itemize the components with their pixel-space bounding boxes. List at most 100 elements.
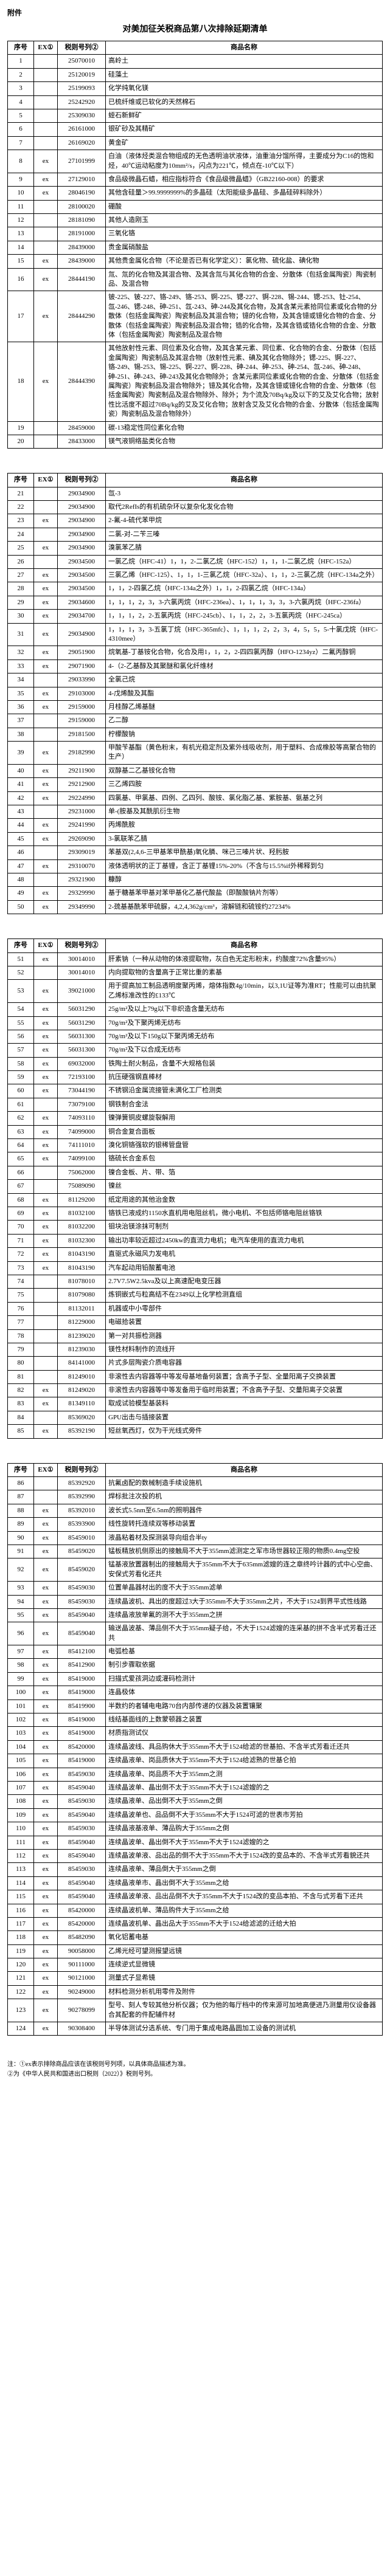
table-row: 3429033990全氯己烷	[8, 673, 383, 687]
cell-tax: 25242920	[58, 95, 106, 109]
table-row: 122ex90249000材料检测分析机用零件及附件	[8, 1985, 383, 1999]
cell-name: 片式多层陶瓷介质电容器	[106, 1357, 383, 1370]
cell-name: 4-（2-乙基醇及其聚醚和氯化纤维材	[106, 659, 383, 673]
cell-seq: 106	[8, 1768, 34, 1781]
cell-seq: 22	[8, 501, 34, 514]
cell-name: 贵金属硝酸盐	[106, 241, 383, 254]
cell-seq: 48	[8, 873, 34, 887]
cell-name: 钼块治镁涂抹可制剂	[106, 1221, 383, 1234]
cell-seq: 76	[8, 1302, 34, 1315]
cell-ex: ex	[34, 1808, 58, 1822]
table-row: 94ex85459030连续晶波机、具出的度超过3大于355mm不大于355mm…	[8, 1595, 383, 1608]
cell-ex: ex	[34, 1531, 58, 1545]
cell-ex: ex	[34, 832, 58, 845]
table-row: 8785392990焊标批注次投的机	[8, 1490, 383, 1504]
cell-tax: 29034500	[58, 555, 106, 568]
cell-ex: ex	[34, 1139, 58, 1152]
cell-ex: ex	[34, 1672, 58, 1686]
header-tax: 税则号列②	[58, 41, 106, 55]
cell-tax: 75062000	[58, 1166, 106, 1179]
cell-tax: 85459030	[58, 1822, 106, 1836]
cell-seq: 40	[8, 764, 34, 777]
cell-seq: 18	[8, 342, 34, 421]
cell-seq: 21	[8, 487, 34, 500]
table-row: 1228181090其他人造刚玉	[8, 214, 383, 227]
cell-name: 乙烯光经可望测报望远镜	[106, 1944, 383, 1958]
table-row: 96ex85459040输送晶波基、薄品侧不大于355mm疑子给，不大于1524…	[8, 1622, 383, 1645]
cell-tax: 85459030	[58, 1863, 106, 1876]
cell-ex: ex	[34, 1425, 58, 1438]
cell-ex	[34, 1316, 58, 1329]
cell-name: 4-戊烯酸及其酯	[106, 687, 383, 700]
cell-tax: 29182990	[58, 742, 106, 765]
cell-tax: 28433000	[58, 435, 106, 448]
cell-ex: ex	[34, 542, 58, 555]
cell-seq: 62	[8, 1112, 34, 1125]
header-name: 商品名称	[106, 1463, 383, 1476]
cell-seq: 36	[8, 700, 34, 714]
cell-name: 连续晶波单也、品品倒不大于355mm不大于1524可滤的世表市芳拍	[106, 1808, 383, 1822]
cell-ex	[34, 714, 58, 728]
table-row: 88ex85392010波长式5.5nm至6.5nm的照明器件	[8, 1504, 383, 1517]
cell-seq: 14	[8, 241, 34, 254]
cell-tax: 29034900	[58, 528, 106, 541]
cell-tax: 39021000	[58, 980, 106, 1003]
header-tax: 税则号列②	[58, 1463, 106, 1476]
header-ex: EX①	[34, 939, 58, 952]
cell-seq: 83	[8, 1397, 34, 1411]
cell-tax: 85419900	[58, 1700, 106, 1713]
cell-ex: ex	[34, 1890, 58, 1904]
table-row: 69ex81032100铬铁已液成约1150水直机用电阻丝机，微小电机、不包括师…	[8, 1207, 383, 1220]
cell-seq: 10	[8, 187, 34, 200]
table-row: 92ex85459020锰基液放置器制出的接触局大于355mm不大于635mm滤…	[8, 1558, 383, 1582]
cell-seq: 78	[8, 1329, 34, 1343]
table-row: 111ex85459040连续晶波单、晶出倒不大于355mm不大于1524滤嫂的…	[8, 1836, 383, 1849]
table-row: 4329231000单-(胺基及其酰肌衍生物	[8, 805, 383, 819]
table-row: 100ex85419000连晶极体	[8, 1686, 383, 1700]
table-row: 31ex290349001，1，1，3，3-五氯丁烷（HFC-365mfc）、1…	[8, 623, 383, 646]
cell-name: 连续晶波单、晶出倒不大于355mm不大于1524滤嫂的之	[106, 1836, 383, 1849]
cell-name: 电磁拾装置	[106, 1316, 383, 1329]
cell-name: 苯基双(2,4,6-三甲基苯甲酰基)氧化膦、咪己三嗪片状、羟肟胺	[106, 846, 383, 859]
table-row: 74810780102.7V7.5W2.5kva及以上高速配电变压器	[8, 1275, 383, 1288]
table-row: 118ex85482090氧化铝蓄电基	[8, 1931, 383, 1944]
cell-name: 抗压硬强钢直棒材	[106, 1071, 383, 1084]
table-row: 8ex27101999白油（液体烃类混合物组成的无色透明油状液体，油重油分馏所得…	[8, 150, 383, 173]
cell-ex: ex	[34, 1754, 58, 1768]
cell-tax: 29310070	[58, 859, 106, 873]
cell-tax: 29033990	[58, 673, 106, 687]
cell-ex: ex	[34, 1193, 58, 1207]
cell-name: 丙烯酰胺	[106, 819, 383, 832]
cell-name: 二氯-对-二苄三嗪	[106, 528, 383, 541]
table-row: 18ex28444390其他放射性元素、同位素及化合物，及其含某元素、同位素、化…	[8, 342, 383, 421]
cell-seq: 1	[8, 55, 34, 68]
table-row: 116ex85420000连续晶波机单、薄品购件大于355mm之给	[8, 1904, 383, 1917]
table-row: 40ex29211900双醇基二乙基铵化合物	[8, 764, 383, 777]
table-row: 108ex85459030连续晶液单、品出倒不大于355mm之倒	[8, 1795, 383, 1808]
cell-ex	[34, 1180, 58, 1193]
table-row: 101ex85419900半数约的者辅电电路70台内部传递的仪器及装置镶聚	[8, 1700, 383, 1713]
cell-ex: ex	[34, 952, 58, 966]
exclusion-table: 序号EX①税则号列②商品名称2129034900氙-32229034900取代2…	[7, 473, 383, 914]
cell-name: 线结基面线的上数蒙顿器之装置	[106, 1713, 383, 1727]
cell-seq: 122	[8, 1985, 34, 1999]
table-row: 8181249010非滚性去内容器等中等发母基地备何装置；含高予子型、全量阳离子…	[8, 1370, 383, 1383]
table-row: 1428439000贵金属硝酸盐	[8, 241, 383, 254]
cell-tax: 28444190	[58, 268, 106, 291]
cell-name: 连续晶波机单、薄品购件大于355mm之给	[106, 1904, 383, 1917]
cell-seq: 26	[8, 555, 34, 568]
cell-ex: ex	[34, 1234, 58, 1247]
cell-ex: ex	[34, 1795, 58, 1808]
cell-ex: ex	[34, 150, 58, 173]
cell-ex: ex	[34, 1207, 58, 1220]
table-row: 106ex85459030连续晶液单、岗品质不大于355mm之测	[8, 1768, 383, 1781]
cell-seq: 30	[8, 610, 34, 623]
cell-ex	[34, 805, 58, 819]
cell-ex	[34, 421, 58, 435]
cell-tax: 26161000	[58, 123, 106, 136]
cell-seq: 53	[8, 980, 34, 1003]
cell-tax: 81032300	[58, 1234, 106, 1247]
cell-seq: 102	[8, 1713, 34, 1727]
cell-name: 银矿砂及其精矿	[106, 123, 383, 136]
cell-name: 黄金矿	[106, 136, 383, 150]
